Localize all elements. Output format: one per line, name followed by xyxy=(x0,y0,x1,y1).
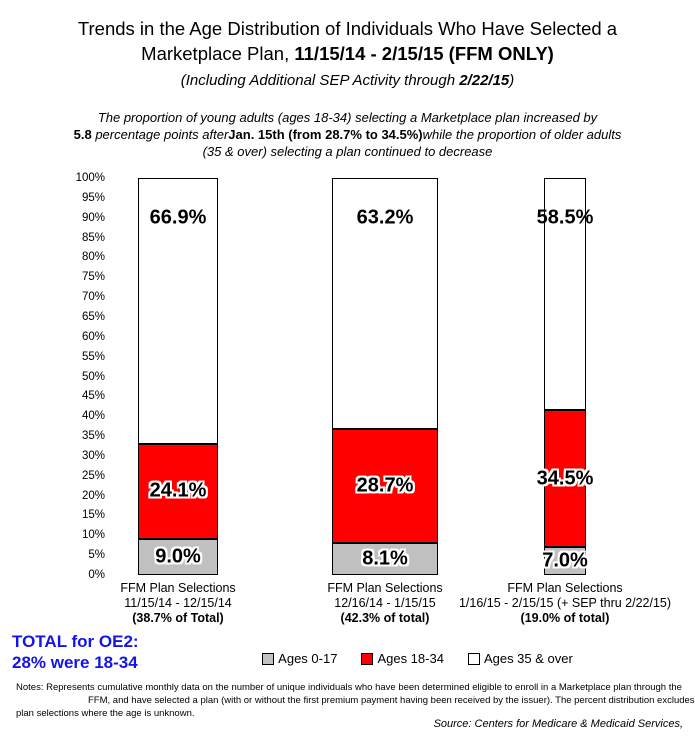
subtitle-bold-5-8: 5.8 xyxy=(73,127,92,142)
subtitle-line-2: 5.8 percentage points afterJan. 15th (fr… xyxy=(0,126,695,143)
y-axis-tick-90: 90% xyxy=(81,211,105,224)
y-axis-tick-45: 45% xyxy=(81,390,105,403)
category-3-dates: 1/16/15 - 2/15/15 (+ SEP thru 2/22/15) xyxy=(458,596,672,610)
category-1-dates: 11/15/14 - 12/15/14 xyxy=(124,596,232,610)
x-category-label-1: FFM Plan Selections 11/15/14 - 12/15/14 … xyxy=(53,581,303,626)
category-2-share: (42.3% of total) xyxy=(340,611,430,625)
y-axis-tick-55: 55% xyxy=(81,350,105,363)
legend-item-ages-18-34: Ages 18-34 xyxy=(361,651,444,666)
footnotes: Notes: Represents cumulative monthly dat… xyxy=(16,681,695,720)
subtitle-line-1: The proportion of young adults (ages 18-… xyxy=(0,109,695,126)
y-axis-tick-80: 80% xyxy=(81,251,105,264)
footnote-line-2: FFM, and have selected a plan (with or w… xyxy=(88,695,695,706)
subtitle-text-2a: percentage points after xyxy=(91,127,229,142)
bar-3-segment-ages-18-34 xyxy=(544,410,586,548)
title-line-2: Marketplace Plan, 11/15/14 - 2/15/15 (FF… xyxy=(0,41,695,66)
bar-2: 63.2% 28.7% 8.1% xyxy=(332,178,438,575)
bar-2-value-label-ages-35-over: 63.2% xyxy=(356,206,414,229)
legend-item-ages-35-over: Ages 35 & over xyxy=(467,651,573,666)
subtitle-text-2b: while the proportion of older adults xyxy=(422,127,622,142)
bar-1-value-label-ages-35-over: 66.9% xyxy=(149,206,207,229)
sep-note-suffix: ) xyxy=(509,72,515,89)
legend-swatch-white xyxy=(467,652,480,665)
title-date-range: 11/15/14 - 2/15/15 (FFM ONLY) xyxy=(294,43,554,64)
bar-1-value-label-ages-18-34: 24.1% xyxy=(149,479,207,502)
y-axis-tick-10: 10% xyxy=(81,529,105,542)
y-axis-tick-95: 95% xyxy=(81,191,105,204)
subtitle-bold-jan15: Jan. 15th (from 28.7% to 34.5%) xyxy=(228,127,423,142)
bar-3: 58.5% 34.5% 7.0% xyxy=(537,178,593,575)
footnote-line-1: Notes: Represents cumulative monthly dat… xyxy=(16,682,682,693)
bar-1-value-label-ages-0-17: 9.0% xyxy=(155,545,201,568)
sep-note-prefix: (Including Additional SEP Activity throu… xyxy=(180,72,460,89)
legend-swatch-red xyxy=(361,652,374,665)
y-axis-tick-100: 100% xyxy=(75,172,105,184)
bar-2-value-label-ages-18-34: 28.7% xyxy=(356,474,414,497)
legend-item-ages-0-17: Ages 0-17 xyxy=(262,651,337,666)
x-category-label-2: FFM Plan Selections 12/16/14 - 1/15/15 (… xyxy=(260,581,510,626)
footnote-line-3: plan selections where the age is unknown… xyxy=(16,708,195,719)
y-axis-tick-50: 50% xyxy=(81,370,105,383)
bar-3-value-label-ages-0-17: 7.0% xyxy=(542,549,588,572)
chart-title: Trends in the Age Distribution of Indivi… xyxy=(0,16,695,92)
bar-1-segment-ages-35-over xyxy=(138,178,218,444)
y-axis-tick-35: 35% xyxy=(81,430,105,443)
bar-1-segment-ages-0-17 xyxy=(138,539,218,575)
legend: Ages 0-17 Ages 18-34 Ages 35 & over xyxy=(140,651,695,666)
y-axis-tick-75: 75% xyxy=(81,271,105,284)
bar-3-value-label-ages-35-over: 58.5% xyxy=(536,206,594,229)
chart-subtitle: The proportion of young adults (ages 18-… xyxy=(0,109,695,160)
total-oe2-line-2: 28% were 18-34 xyxy=(12,653,138,672)
y-axis-tick-20: 20% xyxy=(81,489,105,502)
legend-label-ages-18-34: Ages 18-34 xyxy=(377,651,444,666)
title-text-2: Marketplace Plan, xyxy=(141,43,295,64)
y-axis-tick-85: 85% xyxy=(81,231,105,244)
category-2-dates: 12/16/14 - 1/15/15 xyxy=(334,596,436,610)
bar-3-segment-ages-35-over xyxy=(544,178,586,411)
y-axis-tick-65: 65% xyxy=(81,310,105,323)
legend-swatch-gray xyxy=(262,652,275,665)
bar-1-segment-ages-18-34 xyxy=(138,443,218,540)
bar-2-segment-ages-18-34 xyxy=(332,428,438,543)
bar-2-value-label-ages-0-17: 8.1% xyxy=(362,547,408,570)
title-text-1: Trends in the Age Distribution of Indivi… xyxy=(77,18,618,39)
x-category-label-3: FFM Plan Selections 1/16/15 - 2/15/15 (+… xyxy=(440,581,690,626)
category-2-title: FFM Plan Selections xyxy=(327,581,443,595)
subtitle-line-3: (35 & over) selecting a plan continued t… xyxy=(0,143,695,160)
total-oe2-line-1: TOTAL for OE2: xyxy=(12,632,139,651)
y-axis-tick-70: 70% xyxy=(81,291,105,304)
y-axis-tick-5: 5% xyxy=(88,549,105,562)
y-axis-tick-30: 30% xyxy=(81,449,105,462)
legend-label-ages-0-17: Ages 0-17 xyxy=(278,651,338,666)
subtitle-text-1: The proportion of young adults (ages 18-… xyxy=(97,110,598,125)
source-attribution: Source: Centers for Medicare & Medicaid … xyxy=(433,718,683,730)
y-axis-tick-40: 40% xyxy=(81,410,105,423)
category-1-share: (38.7% of Total) xyxy=(132,611,224,625)
y-axis-tick-60: 60% xyxy=(81,330,105,343)
y-axis-tick-0: 0% xyxy=(88,569,105,581)
y-axis-tick-25: 25% xyxy=(81,469,105,482)
y-axis-tick-15: 15% xyxy=(81,509,105,522)
bar-2-segment-ages-35-over xyxy=(332,178,438,429)
total-oe2-note: TOTAL for OE2: 28% were 18-34 xyxy=(12,631,139,673)
bar-2-segment-ages-0-17 xyxy=(332,542,438,575)
category-3-title: FFM Plan Selections xyxy=(507,581,623,595)
bar-1: 66.9% 24.1% 9.0% xyxy=(138,178,218,575)
category-1-title: FFM Plan Selections xyxy=(120,581,236,595)
title-line-1: Trends in the Age Distribution of Indivi… xyxy=(0,16,695,41)
bar-3-value-label-ages-18-34: 34.5% xyxy=(536,467,594,490)
category-3-share: (19.0% of total) xyxy=(520,611,610,625)
title-line-3: (Including Additional SEP Activity throu… xyxy=(0,70,695,92)
sep-note-date: 2/22/15 xyxy=(459,72,510,89)
legend-label-ages-35-over: Ages 35 & over xyxy=(483,651,573,666)
subtitle-text-3: (35 & over) selecting a plan continued t… xyxy=(202,144,493,159)
bar-3-segment-ages-0-17 xyxy=(544,547,586,575)
